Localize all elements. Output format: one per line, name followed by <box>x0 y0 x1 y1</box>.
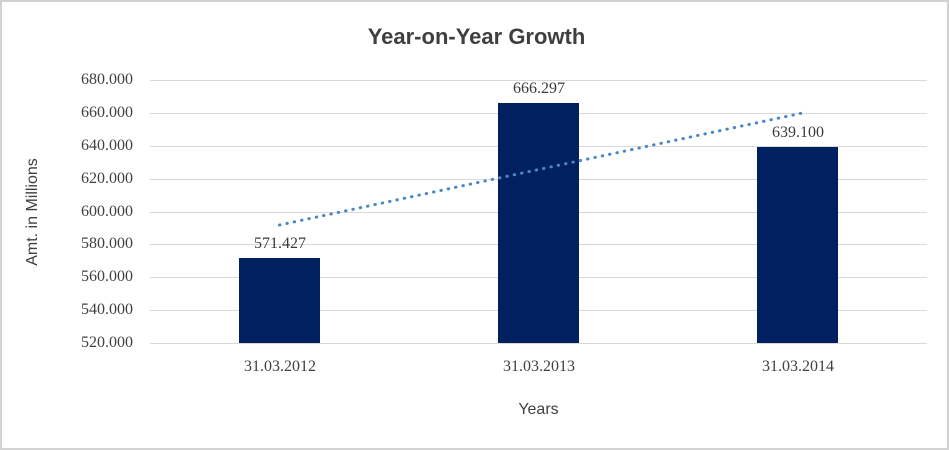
chart-title: Year-on-Year Growth <box>367 24 586 49</box>
gridline <box>150 80 927 81</box>
y-axis-tick-label: 660.000 <box>81 104 133 121</box>
y-axis-tick-label: 620.000 <box>81 170 133 187</box>
y-axis-tick-label: 580.000 <box>81 235 133 252</box>
bar-31.03.2013 <box>498 103 579 343</box>
y-axis-tick-label: 560.000 <box>81 268 133 285</box>
x-axis-tick-label: 31.03.2012 <box>244 358 316 375</box>
plot-area: 571.427 666.297 639.100 <box>150 80 927 344</box>
bar-31.03.2014 <box>757 147 838 343</box>
y-axis-tick-label: 600.000 <box>81 203 133 220</box>
gridline <box>150 343 927 344</box>
data-label: 639.100 <box>772 124 824 141</box>
x-axis-title: Years <box>518 401 559 418</box>
y-axis-tick-label: 540.000 <box>81 301 133 318</box>
x-axis-tick-label: 31.03.2013 <box>503 358 575 375</box>
data-label: 666.297 <box>513 80 565 97</box>
bar-31.03.2012 <box>239 258 320 343</box>
trendline-dotted-line <box>278 111 805 227</box>
x-axis-tick-label: 31.03.2014 <box>762 358 834 375</box>
y-axis-tick-label: 640.000 <box>81 137 133 154</box>
data-label: 571.427 <box>254 235 306 252</box>
y-axis-tick-label: 520.000 <box>81 334 133 351</box>
y-axis-tick-label: 680.000 <box>81 71 133 88</box>
trendline <box>278 111 805 227</box>
